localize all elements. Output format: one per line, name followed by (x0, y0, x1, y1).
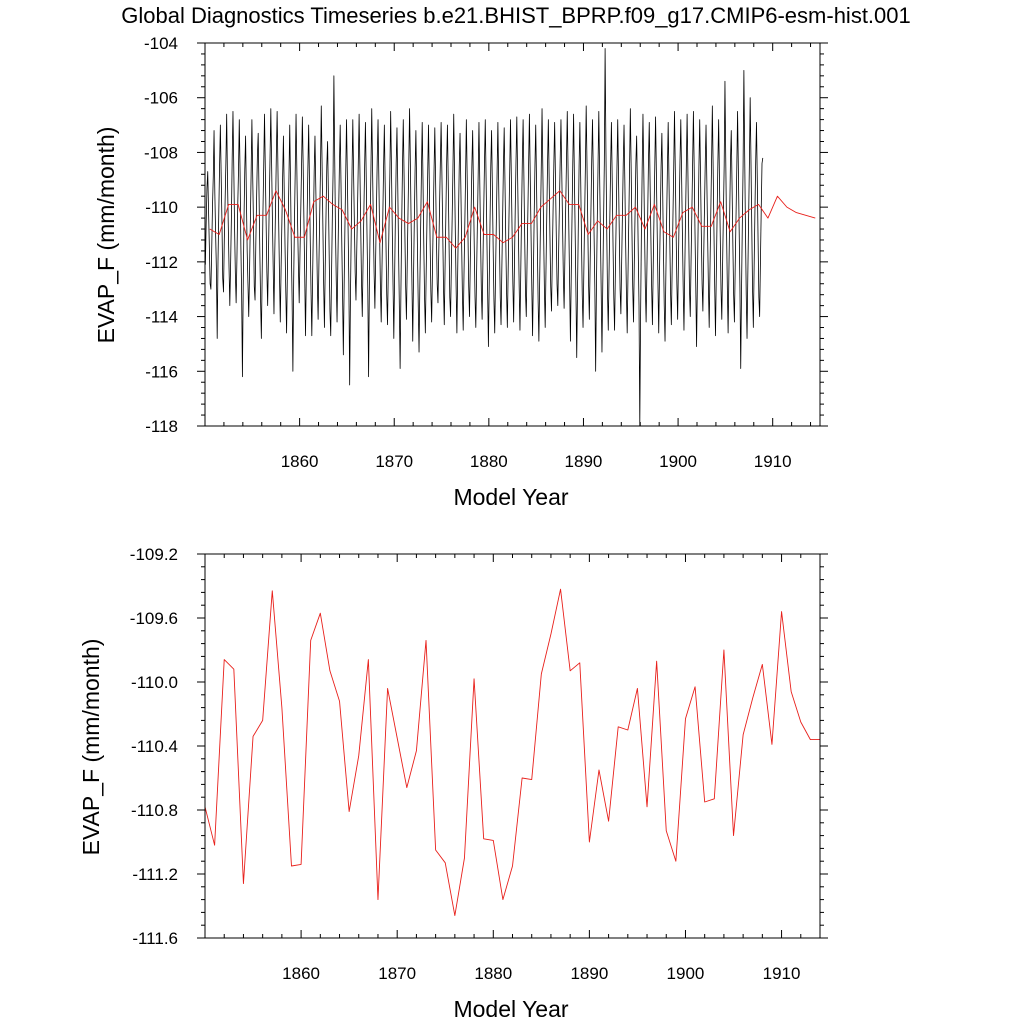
top-y-tick-label: -118 (145, 417, 178, 436)
bottom-panel: EVAP_F (mm/month) Model Year 1860 1870 188… (78, 545, 828, 1022)
top-x-tick-label: 1880 (470, 452, 508, 471)
top-plot-frame (204, 42, 821, 427)
top-y-axis-label: EVAP_F (mm/month) (93, 127, 119, 344)
bottom-y-tick-label: -110.0 (131, 673, 178, 692)
bottom-x-tick-label: 1890 (570, 964, 608, 983)
top-panel: EVAP_F (mm/month) Model Year 1860 1870 188… (93, 34, 828, 510)
bottom-x-tick-label: 1910 (763, 964, 801, 983)
top-x-tick-label: 1900 (659, 452, 697, 471)
bottom-x-tick-label: 1860 (282, 964, 320, 983)
top-x-tick-label: 1860 (281, 452, 319, 471)
top-y-tick-label: -110 (145, 198, 178, 217)
top-y-tick-label: -114 (145, 308, 178, 327)
bottom-y-tick-label: -109.2 (130, 545, 178, 564)
bottom-y-tick-label: -110.4 (131, 737, 178, 756)
top-x-tick-label: 1890 (565, 452, 603, 471)
bottom-x-tick-label: 1900 (667, 964, 705, 983)
bottom-x-tick-label: 1870 (378, 964, 416, 983)
top-y-tick-label: -112 (145, 253, 178, 272)
top-x-tick-label: 1910 (754, 452, 792, 471)
figure-title: Global Diagnostics Timeseries b.e21.BHIS… (121, 3, 911, 28)
bottom-y-tick-label: -111.2 (132, 865, 178, 884)
bottom-y-axis-label: EVAP_F (mm/month) (78, 639, 104, 856)
top-y-tick-label: -108 (144, 143, 178, 162)
bottom-y-tick-label: -110.8 (131, 801, 178, 820)
top-y-tick-label: -116 (145, 362, 178, 381)
bottom-plot-frame (204, 553, 821, 939)
top-x-axis-label: Model Year (453, 484, 568, 510)
bottom-y-tick-label: -111.6 (132, 929, 178, 948)
top-annual-series-line (209, 190, 816, 249)
top-y-tick-label: -106 (144, 89, 178, 108)
top-x-tick-label: 1870 (375, 452, 413, 471)
top-y-tick-label: -104 (144, 34, 178, 53)
top-monthly-series-line (205, 48, 764, 426)
bottom-y-tick-label: -109.6 (130, 609, 178, 628)
bottom-x-axis-label: Model Year (453, 996, 568, 1022)
bottom-annual-series-line (205, 588, 820, 917)
bottom-x-tick-label: 1880 (474, 964, 512, 983)
